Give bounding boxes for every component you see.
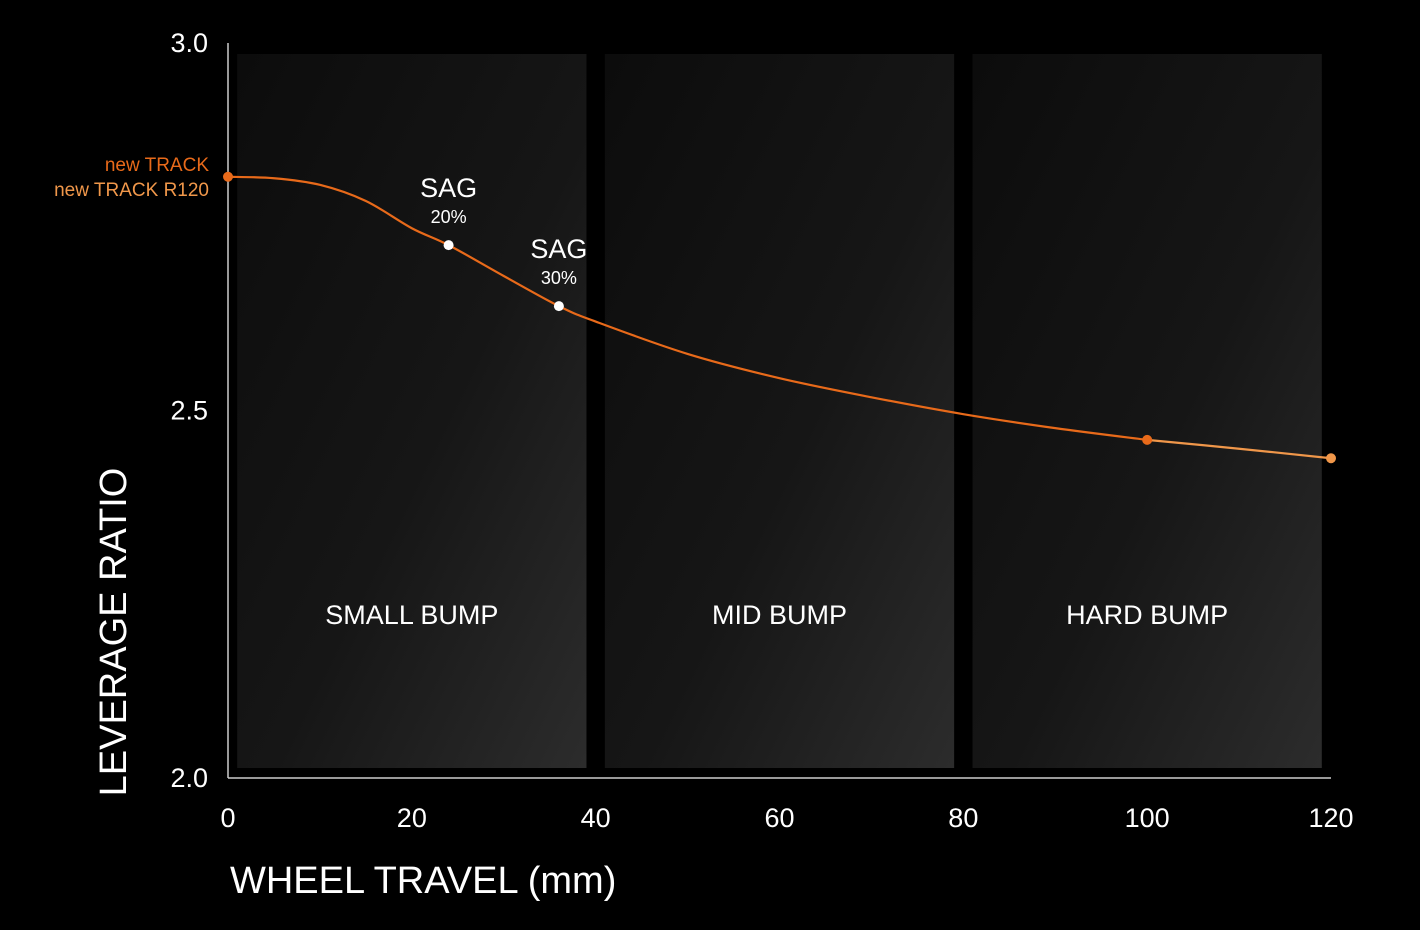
zone-label-small-bump: SMALL BUMP [325, 600, 498, 630]
x-tick-label: 40 [581, 803, 611, 833]
zone-label-mid-bump: MID BUMP [712, 600, 847, 630]
series-line-new-track-r120 [1146, 438, 1333, 460]
x-tick-label: 20 [397, 803, 427, 833]
x-tick-label: 100 [1125, 803, 1170, 833]
sag-percent: 20% [431, 207, 467, 227]
x-tick-label: 120 [1308, 803, 1353, 833]
bump-zones: SMALL BUMP MID BUMP HARD BUMP [237, 54, 1322, 768]
x-axis-title: WHEEL TRAVEL (mm) [230, 860, 616, 902]
x-tick-label: 0 [220, 803, 235, 833]
legend-entry-new-track: new TRACK [105, 155, 210, 176]
series-point [223, 171, 233, 182]
zone-mid-bump [604, 54, 955, 768]
sag-percent: 30% [541, 268, 577, 288]
zone-label-hard-bump: HARD BUMP [1066, 600, 1228, 630]
legend: new TRACK new TRACK R120 [54, 155, 209, 201]
series-line-new-track [226, 175, 1149, 441]
y-tick-label: 2.5 [170, 396, 208, 426]
sag-annotations: SAG 20% SAG 30% [420, 173, 587, 312]
series-point [1142, 434, 1153, 445]
zone-small-bump [237, 54, 587, 768]
series-point [1326, 453, 1336, 464]
series-lines [226, 175, 1333, 460]
y-axis-title: LEVERAGE RATIO [93, 468, 135, 797]
x-tick-label: 60 [764, 803, 794, 833]
sag-point [553, 301, 564, 312]
y-tick-label: 2.0 [170, 763, 208, 793]
y-tick-label: 3.0 [170, 28, 208, 58]
axes [227, 43, 1331, 779]
tick-labels: 0 20 40 60 80 100 120 2.0 2.5 3.0 [170, 28, 1353, 833]
series-markers [223, 171, 1336, 464]
sag-label: SAG [530, 234, 587, 264]
sag-label: SAG [420, 173, 477, 203]
sag-point [443, 240, 454, 251]
legend-entry-new-track-r120: new TRACK R120 [54, 180, 209, 201]
zone-hard-bump [972, 54, 1322, 768]
x-tick-label: 80 [948, 803, 978, 833]
